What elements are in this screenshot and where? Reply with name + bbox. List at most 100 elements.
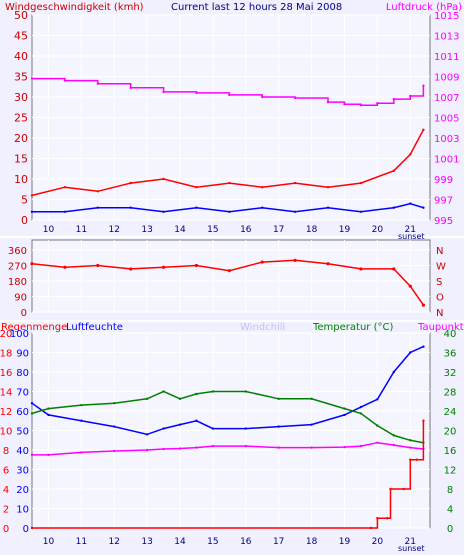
y-tick-left-p1-20: 20	[14, 132, 28, 145]
point-p2-0	[30, 262, 34, 266]
y-tick-temp-28: 28	[444, 388, 457, 399]
series-p1-wind-1	[31, 129, 425, 197]
y-tick-rain-18: 18	[0, 349, 12, 360]
point-p1-s0-1	[63, 79, 67, 82]
y-tick-humidity-80: 80	[16, 368, 29, 379]
x-tick-p1-12: 12	[109, 225, 120, 235]
y-tick-left-p1-30: 30	[14, 91, 28, 104]
point-p3-s2-13	[359, 444, 363, 448]
point-p1-s1-10	[359, 181, 363, 185]
point-p3-s1-6	[178, 397, 182, 401]
y-tick-temp-40: 40	[444, 329, 457, 340]
y-tick-temp-16: 16	[444, 446, 457, 457]
point-p3-s2-2	[80, 451, 83, 454]
y-tick-temp-12: 12	[444, 466, 457, 477]
y-tick-left-p1-50: 50	[14, 9, 28, 22]
x-tick-p1-10: 10	[43, 225, 55, 235]
point-p3-s2-7	[195, 446, 198, 449]
x-tick-p1-11: 11	[76, 225, 87, 235]
point-p2-7	[260, 260, 264, 264]
point-p3-s2-16	[409, 446, 412, 449]
point-p3-s1-16	[409, 439, 412, 442]
point-p3-s1-12	[343, 407, 346, 410]
y-tick-left-p2-360: 360	[8, 246, 27, 257]
y-tick-temp-0: 0	[447, 524, 453, 535]
point-p3-s0-9	[244, 427, 248, 430]
point-p3-s2-6	[178, 447, 182, 450]
point-p1-s2-5	[195, 206, 198, 209]
point-p2-9	[326, 262, 330, 266]
point-p3-s0-15	[392, 370, 396, 374]
point-p1-s1-2	[96, 190, 99, 193]
point-p1-s2-8	[293, 210, 297, 213]
series-p3-1	[31, 390, 424, 444]
point-p3-s1-3	[113, 402, 116, 405]
point-p3-s3-4	[389, 487, 392, 491]
series-p3-2	[32, 441, 424, 456]
point-p3-s3-0	[30, 526, 34, 530]
series-p1-wind-2	[32, 202, 424, 213]
point-p2-11	[392, 267, 396, 271]
point-p2-6	[227, 269, 231, 273]
x-tick-p1-16: 16	[240, 225, 252, 235]
y-tick-humidity-70: 70	[16, 388, 29, 399]
point-p1-s2-9	[326, 206, 330, 209]
point-p3-s2-11	[310, 446, 313, 449]
label-regenmenge: Regenmenge	[1, 322, 67, 333]
tick-labels: 1010111112121313141415151616171718181919…	[0, 9, 459, 547]
point-p1-s0-8	[293, 96, 297, 100]
point-p1-s1-11	[392, 169, 396, 172]
x-tick-p3-19: 19	[339, 537, 351, 547]
y-tick-right-p2-0: N	[436, 246, 443, 257]
x-tick-p1-21: 21	[405, 225, 416, 235]
point-p1-s1-12	[409, 153, 412, 156]
series-p2-direction	[31, 259, 425, 306]
point-p3-s0-16	[409, 351, 412, 354]
point-p3-s3-1	[369, 526, 372, 530]
x-tick-p1-17: 17	[273, 225, 284, 235]
sunset-label-3: sunset	[398, 544, 425, 553]
point-p1-s1-8	[293, 181, 297, 185]
y-tick-left-p1-0: 0	[21, 214, 28, 227]
y-tick-rain-4: 4	[3, 485, 9, 496]
point-p1-s0-7	[261, 95, 264, 99]
point-p3-s1-10	[277, 397, 280, 401]
label-windchill: Windchill	[240, 322, 285, 333]
y-tick-humidity-20: 20	[16, 485, 29, 496]
y-tick-rain-2: 2	[3, 505, 9, 516]
point-p2-1	[63, 265, 67, 269]
y-tick-right-p1-1013: 1013	[434, 32, 459, 43]
point-p1-s0-15	[422, 84, 425, 87]
y-tick-humidity-90: 90	[16, 349, 29, 360]
point-p1-s1-0	[30, 194, 34, 197]
y-tick-right-p1-1001: 1001	[434, 155, 459, 166]
point-p3-s3-2	[376, 517, 379, 520]
y-tick-humidity-50: 50	[16, 427, 29, 438]
point-p3-s0-4	[145, 433, 149, 436]
point-p3-s0-6	[178, 423, 182, 426]
point-p3-s1-2	[80, 403, 83, 407]
point-p1-s1-5	[195, 186, 198, 189]
y-tick-humidity-0: 0	[23, 524, 29, 535]
point-p3-s0-17	[422, 345, 425, 348]
point-p1-s1-4	[162, 177, 165, 181]
point-p1-s2-1	[63, 210, 67, 213]
x-tick-p3-12: 12	[109, 537, 120, 547]
point-p3-s0-1	[47, 413, 50, 417]
y-tick-rain-8: 8	[3, 446, 9, 457]
x-tick-p3-14: 14	[174, 537, 186, 547]
label-luftfeuchte: Luftfeuchte	[66, 322, 123, 333]
y-tick-temp-36: 36	[444, 349, 457, 360]
y-tick-right-p2-2: S	[436, 277, 442, 288]
point-p3-s2-5	[162, 447, 165, 451]
point-p1-s0-11	[359, 104, 363, 107]
point-p3-s2-8	[211, 444, 215, 448]
point-p1-s0-10	[343, 102, 346, 106]
point-p1-s1-13	[422, 128, 425, 131]
y-tick-humidity-40: 40	[16, 446, 29, 457]
point-p1-s2-10	[359, 210, 363, 213]
point-p1-s2-0	[30, 210, 34, 213]
point-p1-s0-13	[392, 97, 396, 101]
y-tick-left-p1-45: 45	[14, 30, 28, 43]
